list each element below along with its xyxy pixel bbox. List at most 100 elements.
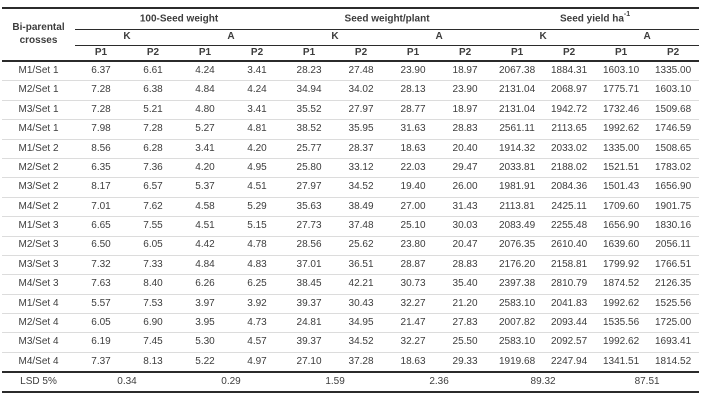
table-row: M1/Set 3 6.65 7.55 4.51 5.15 27.73 37.48 25.10 3… [2, 216, 700, 237]
table-row: M2/Set 4 6.05 6.90 3.95 4.73 24.81 34.95 21.47 2… [2, 313, 700, 333]
data-cell: 2583.10 [491, 293, 544, 314]
data-cell: 27.00 [387, 196, 440, 217]
lsd-value: 0.34 [75, 371, 179, 394]
lsd-value: 2.36 [387, 371, 492, 394]
data-cell: 6.26 [179, 274, 231, 295]
data-cell: 4.24 [195, 64, 215, 76]
data-cell: 7.36 [127, 157, 179, 178]
row-label: M2/Set 1 [2, 80, 75, 101]
data-cell: 2033.02 [543, 138, 596, 159]
row-label: M2/Set 2 [2, 157, 75, 178]
data-cell: 4.95 [231, 157, 284, 178]
data-cell: 2083.49 [491, 216, 544, 237]
data-cell: 38.45 [283, 274, 336, 295]
data-cell: 6.25 [231, 274, 284, 295]
data-cell: 6.28 [127, 138, 179, 159]
data-cell: 5.57 [75, 293, 127, 314]
data-cell: 35.40 [439, 274, 492, 295]
data-cell: 4.97 [231, 351, 284, 373]
data-cell: 28.56 [283, 235, 336, 256]
col-header-p1: P1 [179, 45, 231, 62]
data-cell: 4.24 [231, 80, 284, 101]
row-label: M4/Set 3 [2, 274, 75, 295]
data-cell: 37.48 [335, 216, 388, 237]
col-header-p1: P1 [387, 45, 440, 62]
parent-header-row: P1 P2 P1 P2 P1 P2 P1 P2 P1 P2 P1 P2 [2, 45, 700, 62]
data-cell: 19.40 [387, 177, 440, 198]
table-body: M1/Set 1 6.37 6.61 4.24 3.41 28.23 27.48 23.90 1… [2, 61, 700, 373]
data-cell: 1746.59 [647, 119, 700, 140]
data-cell: 1693.41 [647, 332, 700, 353]
data-cell: 6.38 [127, 80, 179, 101]
data-cell: 3.41 [179, 138, 231, 159]
data-cell: 5.15 [231, 216, 284, 237]
table-row: M2/Set 3 6.50 6.05 4.42 4.78 28.56 25.62 23.80 2… [2, 235, 700, 256]
data-cell: 3.41 [247, 64, 267, 76]
data-cell: 6.61 [143, 64, 163, 76]
data-cell: 5.30 [179, 332, 231, 353]
data-cell: 1919.68 [491, 351, 544, 373]
data-cell: 20.40 [439, 138, 492, 159]
data-cell: 1525.56 [647, 293, 700, 314]
subgroup-header-a: A [179, 29, 284, 46]
data-cell: 18.97 [439, 99, 492, 120]
data-cell: 29.33 [439, 351, 492, 373]
group-header-seed-weight-plant: Seed weight/plant [283, 8, 492, 30]
data-cell: 1830.16 [647, 216, 700, 237]
data-cell: 7.55 [127, 216, 179, 237]
data-cell: 34.52 [335, 332, 388, 353]
data-cell: 7.32 [75, 254, 127, 275]
biparental-crosses-table: Bi-parental crosses 100-Seed weight Seed… [2, 7, 700, 394]
data-cell: 1732.46 [595, 99, 648, 120]
data-cell: 35.95 [335, 119, 388, 140]
subgroup-header-k: K [75, 29, 179, 46]
col-header-p2: P2 [647, 45, 700, 62]
data-cell: 7.62 [127, 196, 179, 217]
data-cell: 6.57 [127, 177, 179, 198]
data-cell: 4.73 [231, 313, 284, 333]
data-cell: 2610.40 [543, 235, 596, 256]
group-header-100-seed-weight: 100-Seed weight [75, 8, 284, 30]
data-cell: 31.63 [387, 119, 440, 140]
data-cell: 18.63 [387, 138, 440, 159]
data-cell: 4.57 [231, 332, 284, 353]
data-cell: 33.12 [335, 157, 388, 178]
data-cell: 20.47 [439, 235, 492, 256]
row-label: M1/Set 4 [2, 293, 75, 314]
data-cell: 28.23 [296, 64, 322, 76]
data-cell: 7.45 [127, 332, 179, 353]
row-label: M3/Set 3 [2, 254, 75, 275]
data-cell: 2076.35 [491, 235, 544, 256]
data-cell: 2068.97 [543, 80, 596, 101]
row-label: M1/Set 3 [2, 216, 75, 237]
data-cell: 22.03 [387, 157, 440, 178]
row-label: M2/Set 3 [2, 235, 75, 256]
data-cell: 8.56 [75, 138, 127, 159]
data-cell: 7.28 [75, 80, 127, 101]
data-cell: 23.90 [439, 80, 492, 101]
data-cell: 27.97 [335, 99, 388, 120]
table-row: M3/Set 4 6.19 7.45 5.30 4.57 39.37 34.52 32.27 2… [2, 332, 700, 353]
data-cell: 1775.71 [595, 80, 648, 101]
data-cell: 3.92 [231, 293, 284, 314]
data-cell: 23.80 [387, 235, 440, 256]
data-cell: 2126.35 [647, 274, 700, 295]
data-cell: 1501.43 [595, 177, 648, 198]
subgroup-header-k: K [283, 29, 388, 46]
lsd-label: LSD 5% [2, 371, 75, 394]
data-cell: 5.37 [179, 177, 231, 198]
data-cell: 7.53 [127, 293, 179, 314]
group-label: 100-Seed weight [139, 13, 219, 25]
col-header-p1: P1 [75, 45, 127, 62]
data-cell: 27.97 [283, 177, 336, 198]
data-cell: 4.51 [179, 216, 231, 237]
data-cell: 23.90 [400, 64, 426, 76]
data-cell: 27.10 [283, 351, 336, 373]
table-row: M4/Set 4 7.37 8.13 5.22 4.97 27.10 37.28 18.63 2… [2, 351, 700, 373]
data-cell: 7.63 [75, 274, 127, 295]
data-cell: 2188.02 [543, 157, 596, 178]
data-cell: 28.83 [439, 119, 492, 140]
group-header-row: Bi-parental crosses 100-Seed weight Seed… [2, 8, 700, 62]
data-cell: 7.37 [75, 351, 127, 373]
lsd-value: 87.51 [595, 371, 700, 394]
